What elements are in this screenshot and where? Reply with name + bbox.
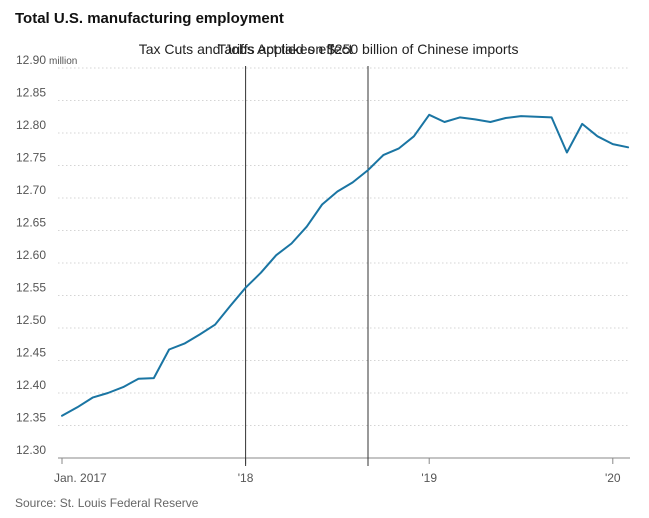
y-tick-label: 12.30 <box>16 443 46 457</box>
y-tick-label: 12.45 <box>16 346 46 360</box>
y-axis-ticks: 12.30 12.35 12.40 12.45 12.50 12.55 12.60 12.65… <box>16 53 77 457</box>
x-tick-label: Jan. 2017 <box>54 471 107 485</box>
y-tick-label: 12.70 <box>16 183 46 197</box>
y-tick-label: 12.40 <box>16 378 46 392</box>
x-tick-label: '18 <box>238 471 254 485</box>
y-tick-label: 12.50 <box>16 313 46 327</box>
chart-title: Total U.S. manufacturing employment <box>15 10 284 27</box>
annotations: Tax Cuts and Jobs Act takes effectTariff… <box>139 41 519 466</box>
annotation-label: Tax Cuts and Jobs Act takes effect <box>139 41 353 57</box>
y-tick-label: 12.60 <box>16 248 46 262</box>
y-tick-label: 12.75 <box>16 151 46 165</box>
series <box>61 113 630 417</box>
y-tick-label: 12.55 <box>16 281 46 295</box>
x-tick-label: '20 <box>605 471 621 485</box>
y-tick-label: 12.65 <box>16 216 46 230</box>
series-line <box>61 113 630 417</box>
source-note: Source: St. Louis Federal Reserve <box>15 496 199 510</box>
y-tick-label: 12.90 million <box>16 53 77 67</box>
y-tick-label: 12.80 <box>16 118 46 132</box>
y-tick-label: 12.85 <box>16 86 46 100</box>
gridlines <box>58 67 630 459</box>
x-axis-ticks: Jan. 2017 '18 '19 '20 <box>54 458 621 485</box>
y-tick-label: 12.35 <box>16 411 46 425</box>
annotation-label: Tariffs applied on $250 billion of Chine… <box>218 41 519 57</box>
x-tick-label: '19 <box>421 471 437 485</box>
